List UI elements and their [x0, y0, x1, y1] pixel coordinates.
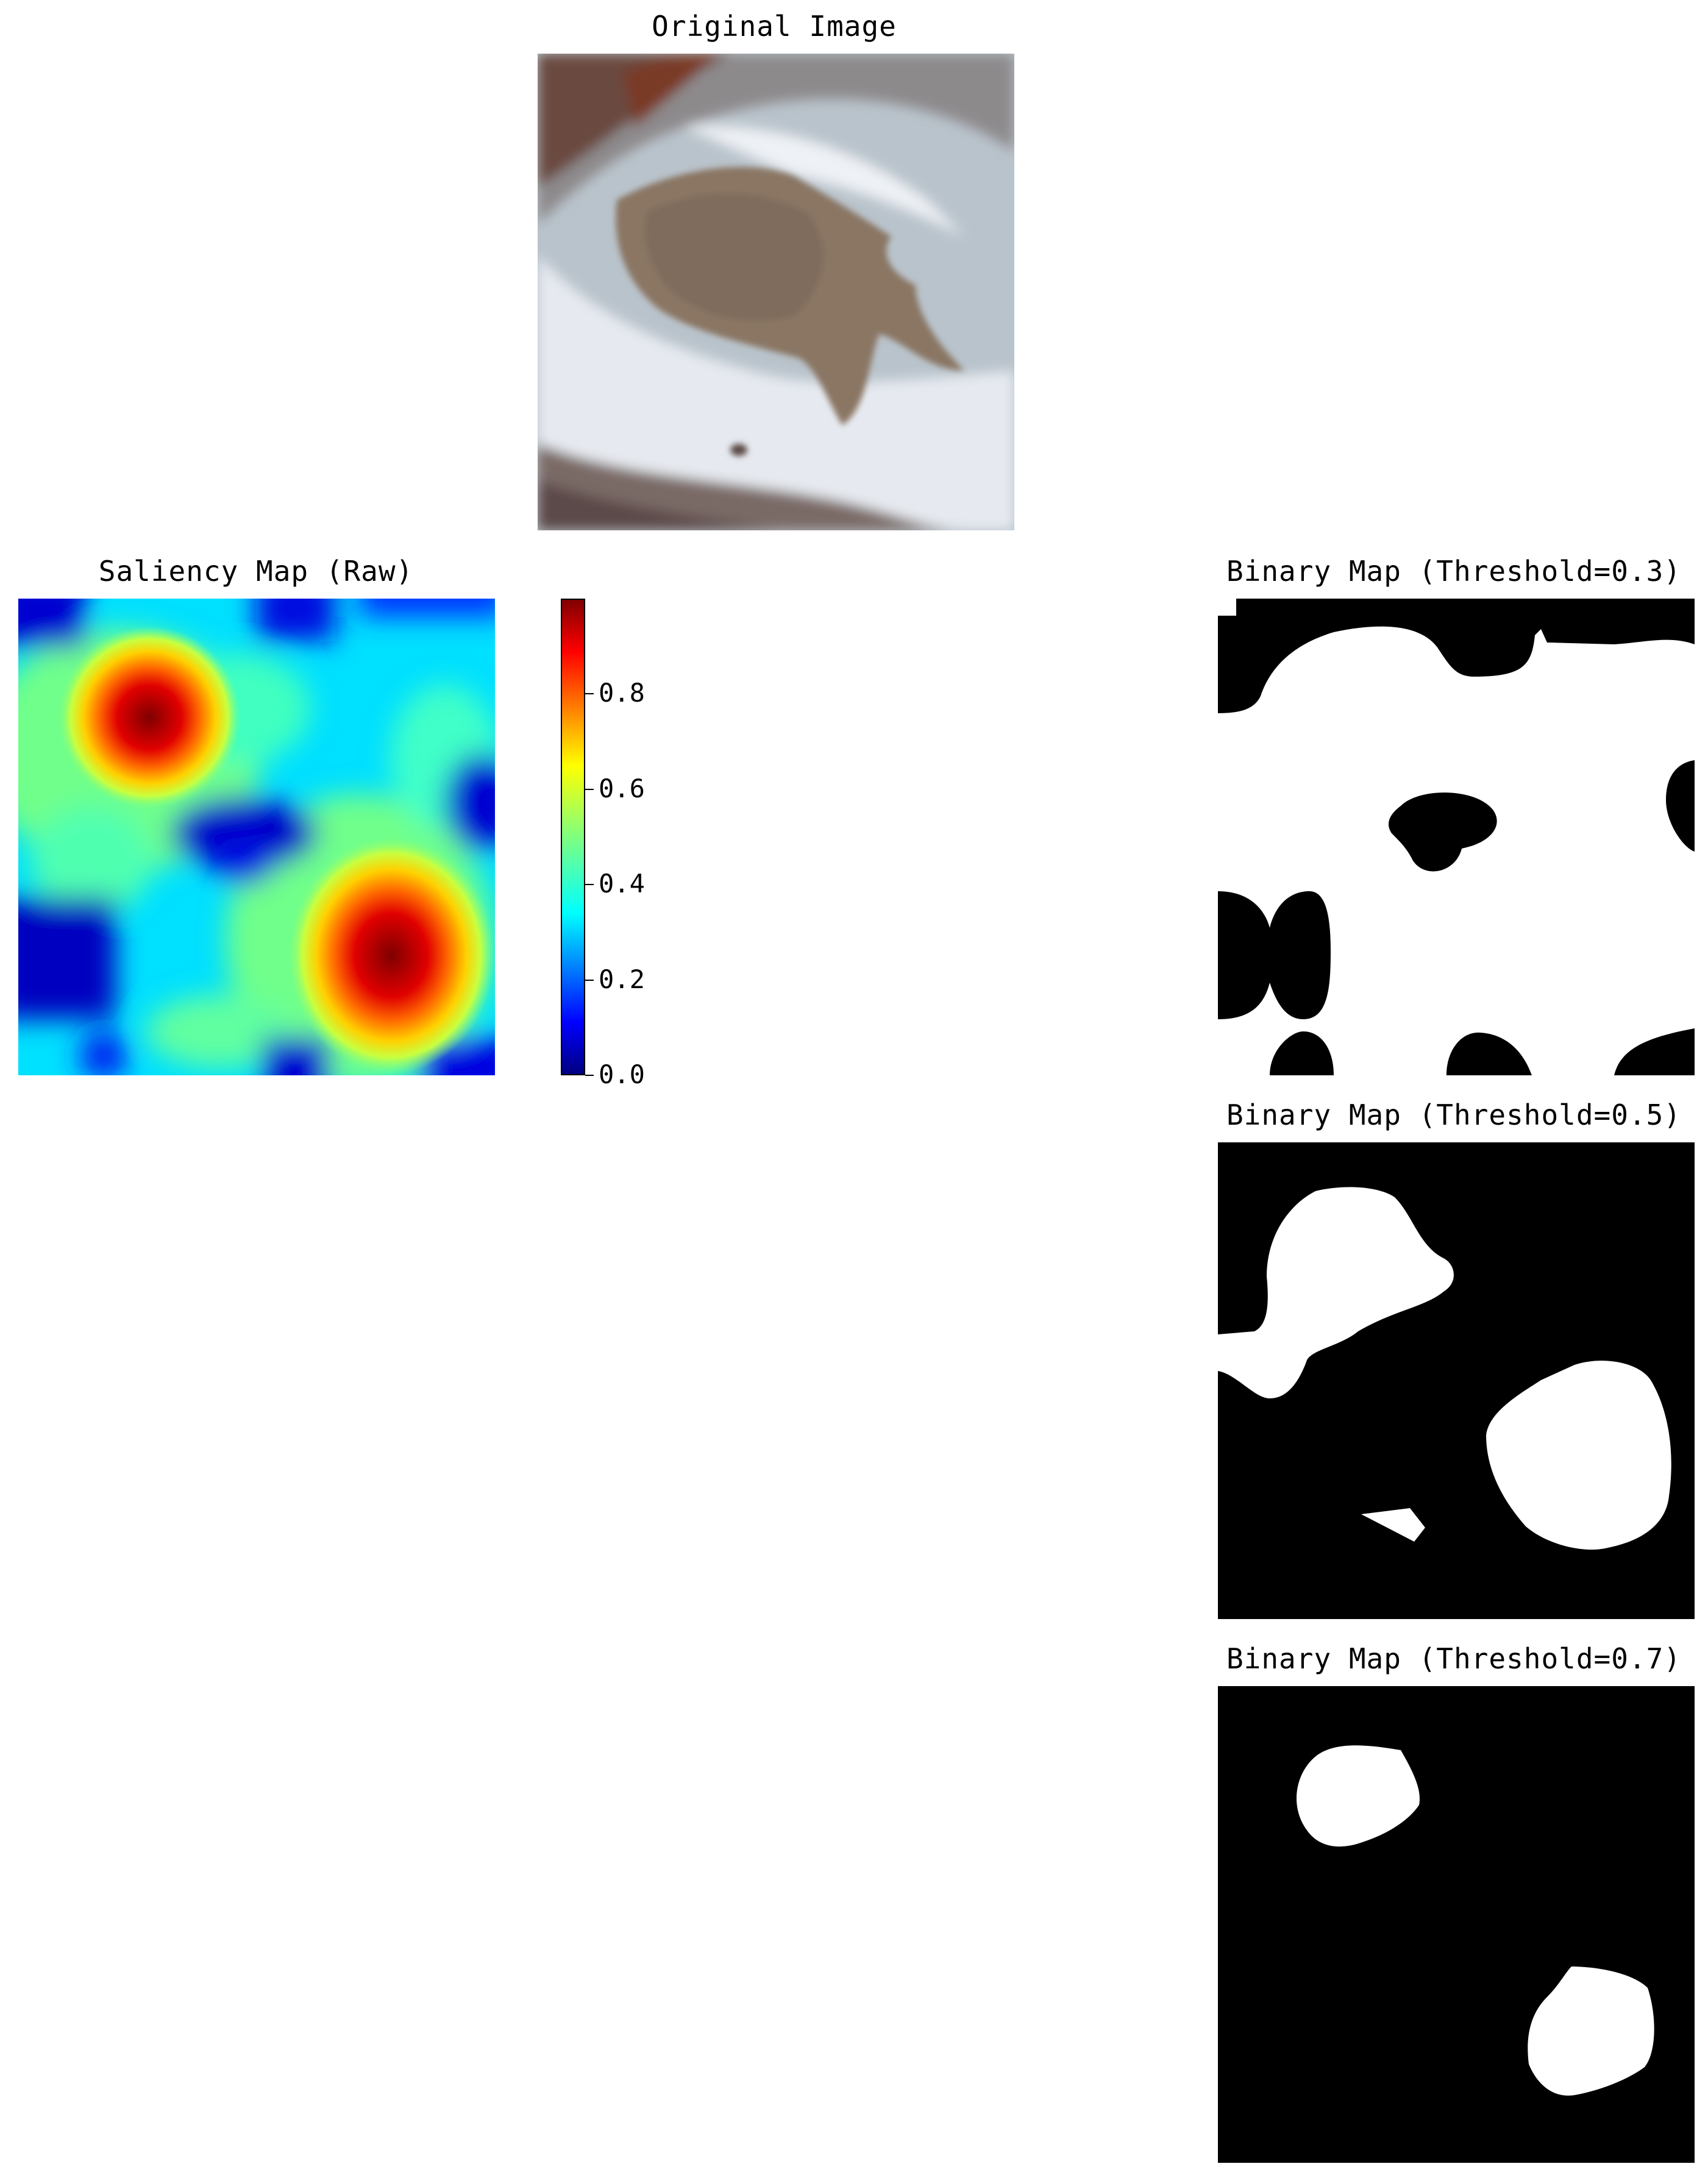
colorbar-tick-label: 0.0 [599, 1059, 645, 1089]
colorbar-tick-label: 0.4 [599, 869, 645, 899]
colorbar-tick-label: 0.2 [599, 964, 645, 994]
colorbar-tick-mark [585, 788, 594, 790]
saliency-map [18, 599, 495, 1075]
colorbar [561, 599, 585, 1075]
colorbar-tick-mark [585, 979, 594, 981]
binary-map-07 [1218, 1686, 1695, 2163]
binary-map-05-title: Binary Map (Threshold=0.5) [1226, 1098, 1682, 1131]
colorbar-tick-mark [585, 1075, 594, 1076]
binary-map-07-title: Binary Map (Threshold=0.7) [1226, 1642, 1682, 1675]
binary-map-03 [1218, 599, 1695, 1075]
colorbar-tick-label: 0.8 [599, 678, 645, 708]
colorbar-tick-mark [585, 884, 594, 886]
saliency-map-title: Saliency Map (Raw) [98, 555, 414, 588]
original-image [538, 54, 1014, 530]
binary-map-03-title: Binary Map (Threshold=0.3) [1226, 555, 1682, 588]
colorbar-tick-mark [585, 693, 594, 695]
colorbar-tick-label: 0.6 [599, 773, 645, 803]
original-image-title: Original Image [652, 10, 897, 43]
binary-map-05 [1218, 1142, 1695, 1619]
